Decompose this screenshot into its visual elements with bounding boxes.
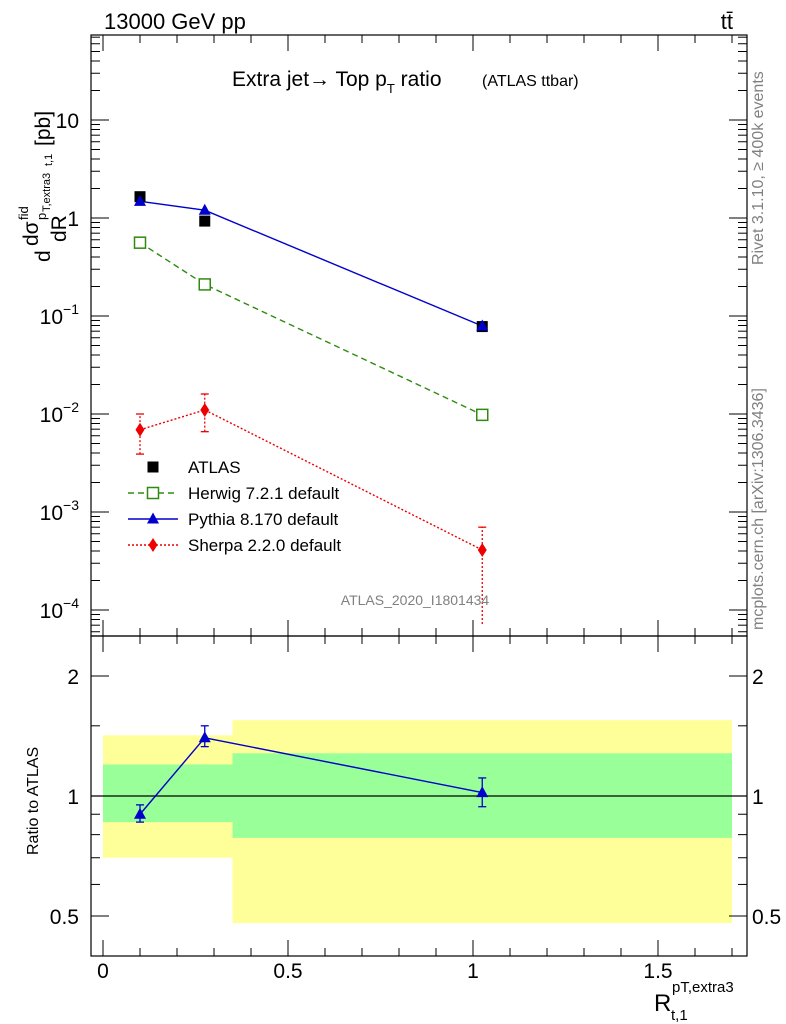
main-ytick-label: 10−1 <box>40 301 80 329</box>
ylabel-sigma: dσ <box>20 221 43 246</box>
main-title: Extra jet→ Top pT ratio <box>232 68 442 96</box>
mcplots-label: mcplots.cern.ch [arXiv:1306.3436] <box>750 388 767 630</box>
main-ylabel: d dσ fid p T,extra3 dR t,1 [pb] <box>16 111 71 262</box>
marker-herwig <box>133 236 147 249</box>
legend: ATLAS Herwig 7.2.1 default Pythia 8.170 de… <box>128 458 341 555</box>
main-ytick-label-base: 10 <box>40 600 63 623</box>
ratio-axes: 0 0.5 1 1.5 2 2 1 1 0.5 0.5 <box>50 620 781 983</box>
ylabel-sigma-sub2: T,extra3 <box>41 173 53 212</box>
legend-marker-atlas <box>147 461 159 473</box>
main-ytick-label-exp: −1 <box>63 301 79 317</box>
marker-atlas <box>199 215 211 227</box>
main-ytick-label: 10−2 <box>40 399 80 427</box>
legend-marker-pythia <box>147 512 159 524</box>
ylabel-d: d <box>32 250 55 262</box>
main-title-sub: T <box>387 81 395 96</box>
ratio-ytick-label-left: 2 <box>67 666 79 689</box>
legend-label-atlas: ATLAS <box>188 458 241 477</box>
ylabel-sigma-sup: fid <box>16 206 31 220</box>
ratio-uncertainty-bands <box>91 720 747 924</box>
ratio-marker-pythia <box>198 731 211 743</box>
marker-pythia <box>198 203 211 215</box>
xlabel-sup: pT,extra3 <box>672 979 734 996</box>
ratio-marker-pythia <box>134 807 146 819</box>
marker-herwig <box>198 278 211 291</box>
ylabel-sigma-sub: p <box>34 213 49 220</box>
header-left: 13000 GeV pp <box>104 9 246 34</box>
main-ytick-label: 10 <box>56 110 79 133</box>
ratio-ytick-label-left: 1 <box>67 786 79 809</box>
main-ytick-label: 1 <box>67 208 79 231</box>
marker-pythia <box>476 319 489 331</box>
main-ytick-label: 10−4 <box>40 595 80 623</box>
ratio-band-inner <box>103 764 233 823</box>
legend-marker-herwig <box>146 486 160 500</box>
x-tick-label: 0.5 <box>273 960 302 983</box>
x-axis-label: R pT,extra3 t,1 <box>654 979 734 1024</box>
marker-herwig <box>476 408 489 422</box>
xlabel-sub: t,1 <box>671 1007 688 1024</box>
ylabel-unit: [pb] <box>32 111 55 146</box>
main-ytick-label-exp: −3 <box>63 497 79 513</box>
ratio-ylabel: Ratio to ATLAS <box>25 747 42 855</box>
ratio-ytick-label-left: 0.5 <box>50 906 79 929</box>
ratio-ytick-label-right: 2 <box>752 666 764 689</box>
main-ytick-label: 10−3 <box>40 497 80 525</box>
main-title-paren: (ATLAS ttbar) <box>482 73 579 90</box>
main-ytick-label-base: 10 <box>40 404 63 427</box>
marker-pythia <box>134 194 146 206</box>
main-ytick-label-base: 10 <box>40 502 63 525</box>
x-tick-label: 1.5 <box>643 960 672 983</box>
series-line-herwig <box>139 242 483 416</box>
main-markers <box>133 191 489 557</box>
ratio-markers <box>134 731 489 819</box>
marker-sherpa <box>135 422 145 437</box>
legend-label-herwig: Herwig 7.2.1 default <box>188 484 339 503</box>
legend-marker-sherpa <box>148 538 158 552</box>
ylabel-dR-sub: t,1 <box>43 154 55 166</box>
analysis-watermark: ATLAS_2020_I1801434 <box>341 592 490 608</box>
header-right: tt̄ <box>721 9 733 34</box>
ratio-ytick-label-right: 0.5 <box>752 906 781 929</box>
ratio-ytick-label-right: 1 <box>752 786 764 809</box>
main-ytick-label-exp: −2 <box>63 399 79 415</box>
legend-label-pythia: Pythia 8.170 default <box>188 510 339 529</box>
main-title-tail: ratio <box>395 68 442 91</box>
x-tick-label: 1 <box>467 960 479 983</box>
rivet-label: Rivet 3.1.10, ≥ 400k events <box>750 71 767 265</box>
marker-sherpa <box>200 402 210 417</box>
x-tick-label: 0 <box>97 960 109 983</box>
marker-sherpa <box>477 542 487 557</box>
series-line-pythia <box>139 200 483 327</box>
main-error-bars <box>136 393 487 624</box>
main-ytick-label-exp: −4 <box>63 595 79 611</box>
ylabel-dR: dR <box>48 215 71 242</box>
xlabel-base: R <box>654 990 671 1017</box>
main-title-text: Extra jet→ Top p <box>232 68 387 91</box>
main-ytick-label-base: 10 <box>40 306 63 329</box>
legend-label-sherpa: Sherpa 2.2.0 default <box>188 536 341 555</box>
ratio-marker-pythia <box>476 786 489 798</box>
